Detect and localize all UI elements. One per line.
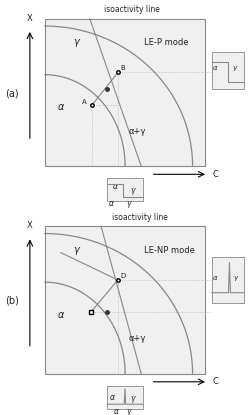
Text: γ: γ [130,186,135,195]
Bar [212,257,244,303]
Text: γ: γ [233,66,237,71]
Text: α: α [213,275,218,281]
Text: C: C [213,377,219,386]
Text: X: X [27,221,33,230]
Text: α: α [58,310,64,320]
Text: γ: γ [130,394,135,403]
Text: α: α [113,182,118,191]
Text: X: X [27,14,33,23]
Bar [45,226,205,374]
Bar [107,386,143,409]
Text: α: α [114,407,119,415]
Text: LE-P mode: LE-P mode [144,38,189,47]
Bar [45,19,205,166]
Text: (b): (b) [5,296,19,306]
Text: C: C [213,170,219,179]
Bar [212,52,244,89]
Text: γ: γ [127,407,131,415]
Text: α: α [110,393,115,402]
Text: isoactivity line: isoactivity line [112,213,168,222]
Text: α: α [213,66,218,71]
Text: isoactivity line: isoactivity line [104,5,160,15]
Text: γ: γ [74,245,79,255]
Text: α: α [109,200,114,208]
Text: D: D [120,273,126,279]
Text: B: B [120,66,125,71]
Text: γ: γ [127,200,131,208]
Text: α+γ: α+γ [128,334,146,343]
Text: α: α [58,102,64,112]
Text: γ: γ [234,275,238,281]
Text: LE-NP mode: LE-NP mode [144,246,195,255]
Text: α+γ: α+γ [128,127,146,136]
Text: A: A [82,99,87,105]
Text: γ: γ [74,37,79,47]
Bar [107,178,143,201]
Text: (a): (a) [5,88,19,98]
